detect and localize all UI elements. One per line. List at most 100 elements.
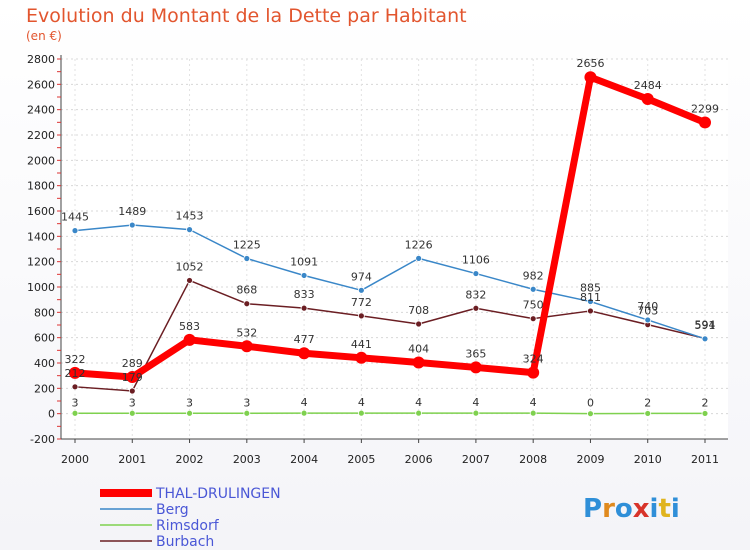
- data-label: 4: [530, 396, 537, 409]
- data-label: 583: [179, 320, 200, 333]
- data-label: 4: [472, 396, 479, 409]
- y-tick-label: 2800: [27, 53, 55, 66]
- y-tick-label: 400: [34, 357, 55, 370]
- x-tick-label: 2002: [176, 453, 204, 466]
- data-label: 0: [587, 397, 594, 410]
- data-label: 441: [351, 338, 372, 351]
- data-label: 2299: [691, 102, 719, 115]
- data-label: 885: [580, 282, 601, 295]
- x-tick-label: 2011: [691, 453, 719, 466]
- series-layer: [69, 71, 711, 418]
- data-point: [701, 410, 709, 417]
- data-point: [128, 221, 136, 229]
- plot-area: [61, 59, 728, 439]
- data-label: 1226: [405, 238, 433, 251]
- data-point: [469, 361, 482, 374]
- data-point: [186, 277, 193, 284]
- data-label: 532: [236, 326, 257, 339]
- logo-letter: r: [602, 494, 615, 524]
- legend-entry: Berg: [156, 502, 189, 518]
- chart-subtitle: (en €): [26, 29, 62, 43]
- data-point: [529, 285, 537, 293]
- data-label: 1091: [290, 255, 318, 268]
- data-point: [71, 227, 79, 235]
- data-label: 1225: [233, 239, 261, 252]
- data-point: [644, 316, 652, 324]
- y-tick-label: 200: [34, 382, 55, 395]
- data-label: 4: [301, 396, 308, 409]
- data-label: 708: [408, 304, 429, 317]
- data-label: 2: [702, 396, 709, 409]
- data-label: 772: [351, 296, 372, 309]
- y-tick-label: 1600: [27, 205, 55, 218]
- y-tick-label: 2000: [27, 154, 55, 167]
- data-point: [472, 270, 480, 277]
- x-tick-label: 2006: [405, 453, 433, 466]
- data-point: [644, 410, 652, 417]
- data-point: [529, 315, 537, 323]
- axes: -200 0 200 400 600 800 1000 1200 1400 1600 1800 200…: [27, 53, 728, 466]
- data-point: [641, 93, 654, 106]
- data-label: 811: [580, 291, 601, 304]
- y-tick-label: 2400: [27, 104, 55, 117]
- data-point: [355, 351, 368, 364]
- series-line-burbach: [74, 279, 706, 392]
- data-label: 2656: [576, 57, 604, 70]
- data-point: [699, 116, 711, 129]
- x-tick-label: 2009: [576, 453, 604, 466]
- data-label: 1106: [462, 254, 490, 267]
- data-point: [183, 333, 196, 346]
- data-label: 868: [236, 284, 257, 297]
- series-line-berg: [74, 224, 706, 340]
- series-line-rimsdorf: [74, 412, 706, 415]
- y-tick-label: 2600: [27, 78, 55, 91]
- x-tick-label: 2005: [347, 453, 375, 466]
- y-tick-label: 1400: [27, 230, 55, 243]
- data-label: 750: [523, 299, 544, 312]
- data-label: 477: [294, 333, 315, 346]
- plot-background: [61, 59, 728, 439]
- logo-letter: o: [615, 494, 633, 524]
- x-tick-label: 2003: [233, 453, 261, 466]
- data-label: 974: [351, 270, 372, 283]
- data-point: [527, 366, 540, 379]
- data-label: 594: [695, 318, 716, 331]
- data-point: [587, 307, 594, 315]
- proxiti-logo: Proxiti: [583, 494, 680, 524]
- logo-letter: x: [633, 494, 650, 524]
- x-tick-label: 2008: [519, 453, 547, 466]
- data-label: 833: [294, 288, 315, 301]
- x-tick-label: 2000: [61, 453, 89, 466]
- data-point: [71, 409, 79, 417]
- y-tick-label: 1000: [27, 281, 55, 294]
- data-point: [587, 298, 594, 305]
- data-point: [415, 409, 423, 417]
- y-tick-label: 600: [34, 332, 55, 345]
- x-tick-label: 2007: [462, 453, 490, 466]
- data-point: [126, 371, 139, 384]
- logo-letter: i: [671, 494, 680, 524]
- data-label: 703: [637, 305, 658, 318]
- data-label: 3: [186, 396, 193, 409]
- data-label: 832: [465, 288, 486, 301]
- logo-text: Proxiti: [583, 494, 680, 524]
- data-point: [472, 409, 480, 417]
- data-label: 3: [72, 396, 79, 409]
- logo-letter: i: [650, 494, 659, 524]
- data-point: [128, 409, 136, 417]
- data-label: 179: [122, 371, 143, 384]
- legend-entry: THAL-DRULINGEN: [155, 486, 281, 502]
- data-point: [243, 255, 251, 262]
- data-label: 212: [65, 367, 86, 380]
- y-tick-label: 2200: [27, 129, 55, 142]
- data-point: [584, 71, 597, 84]
- data-label: 2: [644, 396, 651, 409]
- data-label: 740: [637, 300, 658, 313]
- data-label: 4: [358, 396, 365, 409]
- chart-title: Evolution du Montant de la Dette par Hab…: [26, 5, 467, 27]
- data-point: [186, 409, 193, 417]
- data-point: [415, 320, 423, 328]
- x-tick-label: 2001: [118, 453, 146, 466]
